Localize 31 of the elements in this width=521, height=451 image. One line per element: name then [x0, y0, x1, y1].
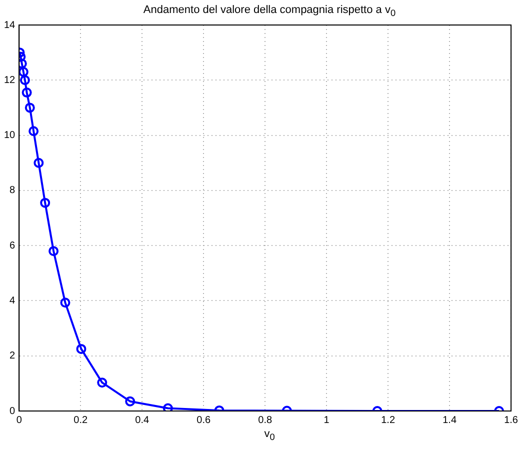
x-tick-label: 0.8	[258, 414, 272, 426]
y-tick-label: 12	[4, 74, 16, 86]
chart-title: Andamento del valore della compagnia rispetto a v$_{0}$	[142, 4, 397, 18]
y-tick-label: 6	[10, 240, 16, 252]
point	[28, 126, 39, 136]
y-tick-label: 8	[10, 185, 16, 196]
x-tick-label: 0.4	[135, 414, 150, 426]
point	[34, 158, 44, 168]
point	[60, 298, 70, 308]
x-tick-label: 1.6	[504, 414, 518, 426]
point	[76, 344, 86, 354]
point	[24, 102, 35, 113]
x-tick-label: 0.2	[74, 414, 88, 426]
point	[48, 246, 59, 256]
x-tick-label: 1.2	[381, 414, 396, 426]
point	[162, 403, 173, 411]
point	[40, 198, 50, 208]
y-tick-label: 2	[10, 350, 16, 362]
point	[125, 396, 136, 406]
y-tick-label: 10	[4, 130, 16, 142]
point	[97, 378, 108, 388]
y-tick-label: 0	[10, 406, 16, 417]
y-tick-label: 4	[10, 295, 16, 306]
point	[19, 66, 28, 77]
x-axis-title: v$_{0}$	[263, 428, 276, 442]
x-tick-label: 1	[324, 414, 330, 426]
y-tick-label: 14	[4, 20, 16, 31]
x-tick-label: 0.6	[196, 414, 211, 426]
x-tick-label: 1.4	[442, 414, 457, 426]
point	[20, 75, 30, 86]
point	[22, 88, 32, 98]
